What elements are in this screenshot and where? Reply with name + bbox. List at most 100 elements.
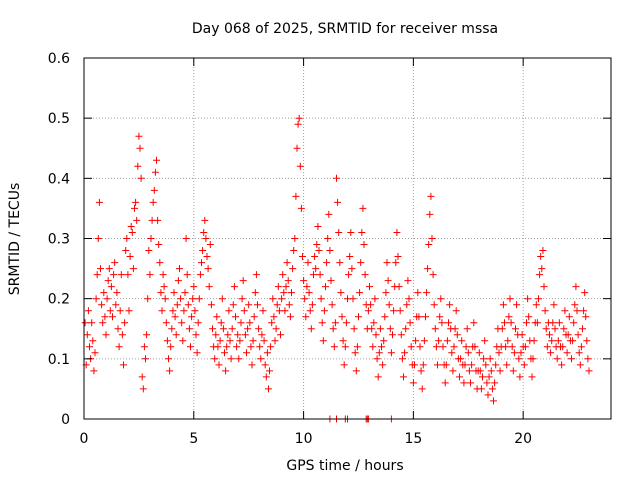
data-points [81,114,593,423]
data-point [558,361,566,369]
data-point [111,259,119,267]
data-point [561,307,569,315]
data-point [504,337,512,345]
data-point [268,319,276,327]
data-point [259,307,267,315]
data-point [475,349,483,357]
data-point [367,301,375,309]
data-point [437,295,445,303]
data-point [382,289,390,297]
data-point [542,325,550,333]
x-axis-label: GPS time / hours [286,458,403,474]
data-point [229,301,237,309]
data-point [105,265,113,273]
data-point [492,361,500,369]
data-point [161,295,169,303]
data-point [233,343,241,351]
data-point [155,241,163,248]
data-point [337,289,345,297]
data-point [265,385,272,393]
data-point [106,307,114,315]
data-point [371,295,379,303]
data-point [505,313,513,321]
data-point [506,295,514,303]
data-point [501,319,508,327]
data-point [420,337,428,345]
data-point [364,307,372,315]
data-point [547,349,555,357]
data-point [235,355,243,363]
data-point [559,343,567,351]
data-point [223,343,231,351]
data-point [269,295,277,303]
data-point [234,331,242,339]
data-point [374,373,382,381]
data-point [110,271,118,279]
data-point [571,301,579,309]
data-point [195,295,203,303]
data-point [334,198,342,206]
data-point [90,367,98,375]
data-point [232,313,239,321]
data-point [465,367,473,375]
data-point [438,319,446,327]
data-point [292,192,300,200]
data-point [529,355,537,363]
data-point [225,307,233,315]
data-point [339,337,347,345]
data-point [479,373,486,381]
data-point [483,379,491,387]
data-point [151,168,159,176]
data-point [113,289,121,297]
data-point [401,349,409,357]
data-point [284,277,292,285]
data-point [305,289,313,297]
data-point [548,337,556,345]
data-point [325,210,333,218]
data-point [116,307,124,315]
x-tick-label: 20 [514,431,532,447]
data-point [83,331,91,339]
data-point [379,361,387,369]
data-point [310,271,317,279]
data-point [143,331,151,339]
data-point [330,343,338,351]
data-point [122,247,130,254]
data-point [349,295,357,303]
data-point [261,361,269,369]
data-point [446,301,454,309]
data-point [385,301,393,309]
data-point [540,283,548,291]
data-point [123,235,131,242]
data-point [304,259,312,267]
data-point [569,337,577,345]
data-point [262,373,270,381]
data-point [409,379,417,387]
data-point [178,319,186,327]
data-point [254,301,261,309]
data-point [246,319,254,327]
data-point [508,343,516,351]
data-point [285,301,293,309]
data-point [226,337,234,345]
data-point [356,289,364,297]
data-point [112,301,120,309]
data-point [422,313,429,321]
data-point [468,361,476,369]
data-point [341,343,349,351]
data-point [530,337,538,345]
data-point [294,120,302,128]
data-point [418,385,426,393]
x-tick-labels: 0 5 10 15 20 [80,431,533,447]
data-point [375,349,383,357]
data-point [406,319,414,327]
data-point [416,343,424,351]
data-point [323,259,331,267]
data-point [424,265,432,273]
data-point [352,367,360,375]
data-point [107,283,115,291]
data-point [198,259,205,267]
x-tick-label: 15 [404,431,422,447]
data-point [570,319,578,327]
